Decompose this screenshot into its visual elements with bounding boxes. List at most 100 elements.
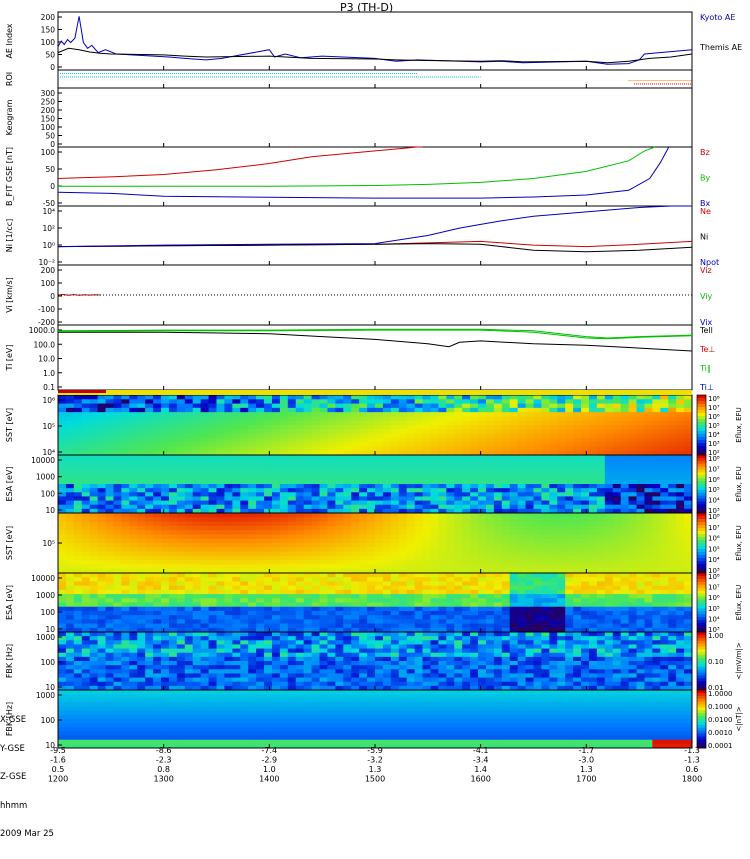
heat-cell-esa_i: [256, 594, 264, 599]
heat-cell-esa_e: [415, 496, 423, 501]
heat-cell-esa_e: [312, 484, 320, 489]
heat-cell-esa_e: [534, 480, 542, 485]
heat-cell-esa_e: [224, 476, 232, 481]
heat-cell-esa_i: [462, 594, 470, 599]
heat-cell-sst_e: [248, 412, 256, 417]
heat-cell-fbk_e: [74, 644, 82, 649]
heat-cell-sst_i: [534, 526, 542, 531]
panel-frame-density: [58, 206, 692, 265]
heat-cell-fbk_e: [153, 673, 161, 678]
heat-cell-fbk_e: [66, 653, 74, 658]
heat-cell-esa_i: [494, 624, 502, 629]
heat-cell-esa_i: [621, 586, 629, 591]
heat-cell-sst_e: [161, 395, 169, 400]
heat-cell-esa_i: [343, 624, 351, 629]
heat-cell-sst_e: [518, 408, 526, 413]
heat-cell-sst_e: [660, 438, 668, 443]
heat-cell-fbk_e: [74, 678, 82, 683]
heat-cell-sst_i: [256, 517, 264, 522]
heat-cell-esa_e: [557, 492, 565, 497]
heat-cell-esa_e: [177, 480, 185, 485]
heat-cell-esa_e: [581, 476, 589, 481]
heat-cell-esa_e: [605, 505, 613, 510]
heat-cell-sst_e: [335, 442, 343, 447]
heat-cell-esa_i: [430, 611, 438, 616]
heat-cell-sst_e: [589, 446, 597, 451]
heat-cell-esa_i: [502, 594, 510, 599]
heat-cell-esa_e: [534, 484, 542, 489]
heat-cell-esa_e: [573, 455, 581, 460]
heat-cell-sst_i: [613, 526, 621, 531]
heat-cell-esa_e: [129, 492, 137, 497]
heat-cell-sst_i: [494, 526, 502, 531]
heat-cell-esa_e: [399, 496, 407, 501]
heat-cell-esa_e: [652, 505, 660, 510]
heat-cell-sst_e: [327, 408, 335, 413]
heat-cell-sst_e: [224, 429, 232, 434]
heat-cell-esa_e: [581, 463, 589, 468]
heat-cell-sst_e: [129, 399, 137, 404]
heat-cell-sst_i: [201, 564, 209, 569]
heat-cell-esa_e: [565, 455, 573, 460]
heat-cell-sst_e: [676, 446, 684, 451]
heat-cell-esa_e: [272, 484, 280, 489]
heat-cell-esa_e: [280, 476, 288, 481]
heat-cell-esa_i: [494, 586, 502, 591]
heat-cell-sst_e: [106, 416, 114, 421]
heat-cell-sst_e: [359, 434, 367, 439]
heat-cell-sst_i: [430, 552, 438, 557]
heat-cell-sst_e: [676, 408, 684, 413]
heat-cell-sst_i: [470, 513, 478, 518]
heat-cell-esa_i: [90, 624, 98, 629]
heat-cell-sst_i: [256, 522, 264, 527]
heat-cell-sst_e: [145, 408, 153, 413]
heat-cell-esa_i: [423, 615, 431, 620]
heat-cell-fbk_e: [106, 673, 114, 678]
heat-cell-esa_i: [58, 619, 66, 624]
heat-cell-fbk_e: [129, 653, 137, 658]
colorbar-cell-sst_i: [697, 567, 706, 571]
heat-cell-esa_e: [312, 496, 320, 501]
heat-cell-sst_i: [209, 543, 217, 548]
heat-cell-esa_i: [462, 573, 470, 578]
heat-cell-sst_i: [129, 564, 137, 569]
heat-cell-sst_i: [415, 530, 423, 535]
heat-cell-fbk_e: [121, 682, 129, 687]
heat-cell-sst_e: [320, 412, 328, 417]
heat-cell-sst_i: [518, 556, 526, 561]
heat-cell-sst_e: [526, 438, 534, 443]
heat-cell-fbk_e: [98, 644, 106, 649]
heat-cell-sst_e: [217, 412, 225, 417]
heat-cell-sst_e: [668, 438, 676, 443]
heat-cell-sst_e: [423, 408, 431, 413]
heat-cell-esa_e: [676, 459, 684, 464]
heat-cell-esa_i: [375, 615, 383, 620]
heat-cell-esa_i: [320, 607, 328, 612]
heat-cell-esa_i: [534, 590, 542, 595]
heat-cell-sst_e: [351, 421, 359, 426]
heat-cell-fbk_e: [90, 682, 98, 687]
heat-cell-sst_e: [613, 442, 621, 447]
heat-cell-esa_e: [375, 455, 383, 460]
heat-cell-sst_e: [399, 399, 407, 404]
heat-cell-sst_e: [637, 421, 645, 426]
heat-cell-esa_e: [549, 480, 557, 485]
heat-cell-esa_e: [549, 505, 557, 510]
heat-cell-sst_i: [589, 522, 597, 527]
heat-cell-esa_e: [327, 472, 335, 477]
heat-cell-esa_e: [193, 459, 201, 464]
ytick-esa_i: 10000: [31, 574, 55, 583]
heat-cell-sst_i: [652, 560, 660, 565]
heat-cell-esa_i: [106, 577, 114, 582]
heat-cell-esa_i: [660, 577, 668, 582]
heat-cell-fbk_e: [90, 665, 98, 670]
heat-cell-esa_i: [383, 607, 391, 612]
heat-cell-sst_e: [549, 408, 557, 413]
heat-cell-sst_i: [351, 530, 359, 535]
heat-cell-sst_i: [272, 517, 280, 522]
heat-cell-fbk_e: [66, 678, 74, 683]
heat-cell-sst_i: [351, 556, 359, 561]
heat-cell-sst_e: [605, 442, 613, 447]
heat-cell-sst_e: [264, 399, 272, 404]
heat-cell-sst_e: [684, 399, 692, 404]
